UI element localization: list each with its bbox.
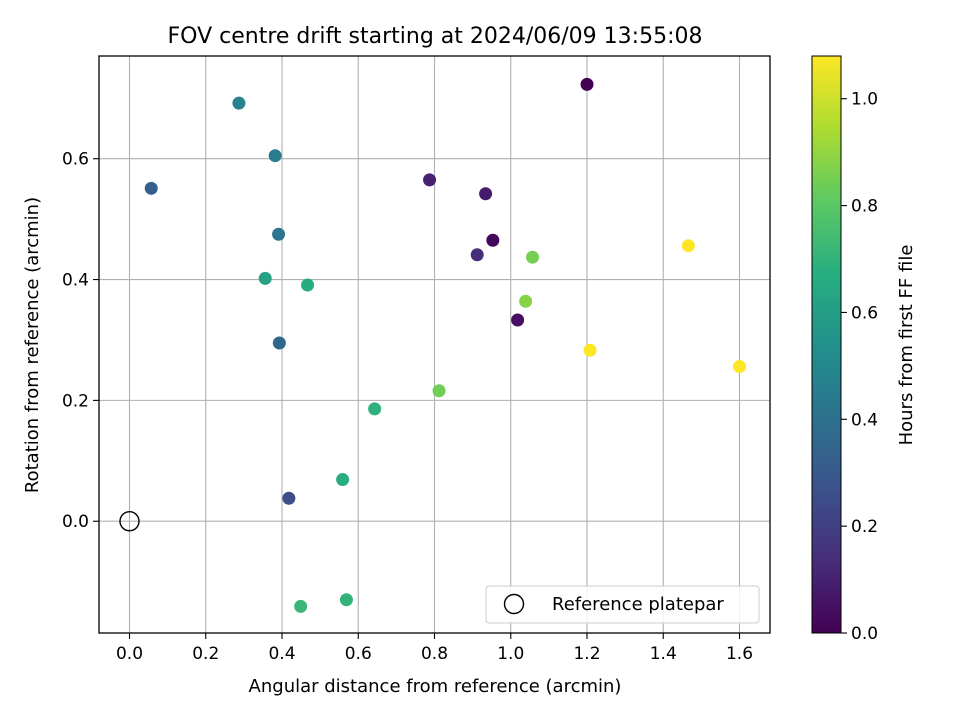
colorbar-tick-label: 0.0 <box>851 624 878 644</box>
colorbar-ticks: 0.0 0.2 0.4 0.6 0.8 1.0 <box>841 90 878 644</box>
data-point <box>519 294 533 308</box>
reference-marker-layer <box>119 511 140 532</box>
data-point <box>423 173 437 187</box>
data-point <box>258 271 272 285</box>
legend-reference-label: Reference platepar <box>552 594 724 615</box>
x-tick-label: 1.4 <box>650 644 677 664</box>
data-point <box>511 313 525 327</box>
x-axis-ticks: 0.0 0.2 0.4 0.6 0.8 1.0 1.2 1.4 1.6 <box>116 633 753 664</box>
y-tick-label: 0.0 <box>62 512 89 532</box>
x-tick-label: 0.0 <box>116 644 143 664</box>
legend-reference-marker <box>503 593 525 615</box>
data-point <box>272 336 286 350</box>
grid <box>99 56 770 633</box>
data-point <box>681 239 695 253</box>
colorbar <box>811 55 842 634</box>
data-point <box>294 599 308 613</box>
x-axis-label: Angular distance from reference (arcmin) <box>249 676 622 697</box>
data-point <box>470 248 484 262</box>
data-point <box>282 491 296 505</box>
x-tick-label: 0.8 <box>421 644 448 664</box>
x-tick-label: 0.6 <box>345 644 372 664</box>
data-point <box>432 384 446 398</box>
y-tick-label: 0.6 <box>62 150 89 170</box>
legend-frame <box>485 585 760 624</box>
data-point <box>232 96 246 110</box>
colorbar-tick-label: 1.0 <box>851 90 878 110</box>
x-tick-label: 1.6 <box>726 644 753 664</box>
x-tick-label: 1.0 <box>497 644 524 664</box>
colorbar-tick-label: 0.4 <box>851 410 878 430</box>
x-tick-label: 0.4 <box>268 644 295 664</box>
colorbar-label: Hours from first FF file <box>896 245 917 446</box>
data-point <box>486 233 500 247</box>
legend-box: Reference platepar <box>485 585 760 624</box>
reference-platepar-marker <box>119 511 140 532</box>
y-axis-ticks: 0.0 0.2 0.4 0.6 <box>62 150 99 532</box>
y-tick-label: 0.2 <box>62 391 89 411</box>
x-tick-label: 1.2 <box>573 644 600 664</box>
data-point <box>479 187 493 201</box>
colorbar-tick-label: 0.2 <box>851 517 878 537</box>
data-point <box>583 343 597 357</box>
data-point <box>272 227 286 241</box>
colorbar-tick-label: 0.6 <box>851 303 878 323</box>
data-point <box>368 402 382 416</box>
data-point <box>144 181 158 195</box>
data-point <box>339 593 353 607</box>
data-point <box>733 360 746 374</box>
y-axis-label: Rotation from reference (arcmin) <box>22 197 43 493</box>
data-point <box>580 77 594 91</box>
data-point <box>525 250 539 264</box>
x-tick-label: 0.2 <box>192 644 219 664</box>
data-point <box>336 473 350 487</box>
y-tick-label: 0.4 <box>62 271 89 291</box>
data-point <box>268 149 282 163</box>
colorbar-tick-label: 0.8 <box>851 197 878 217</box>
data-points <box>144 77 746 613</box>
chart-title: FOV centre drift starting at 2024/06/09 … <box>168 24 703 49</box>
data-point <box>301 278 315 292</box>
